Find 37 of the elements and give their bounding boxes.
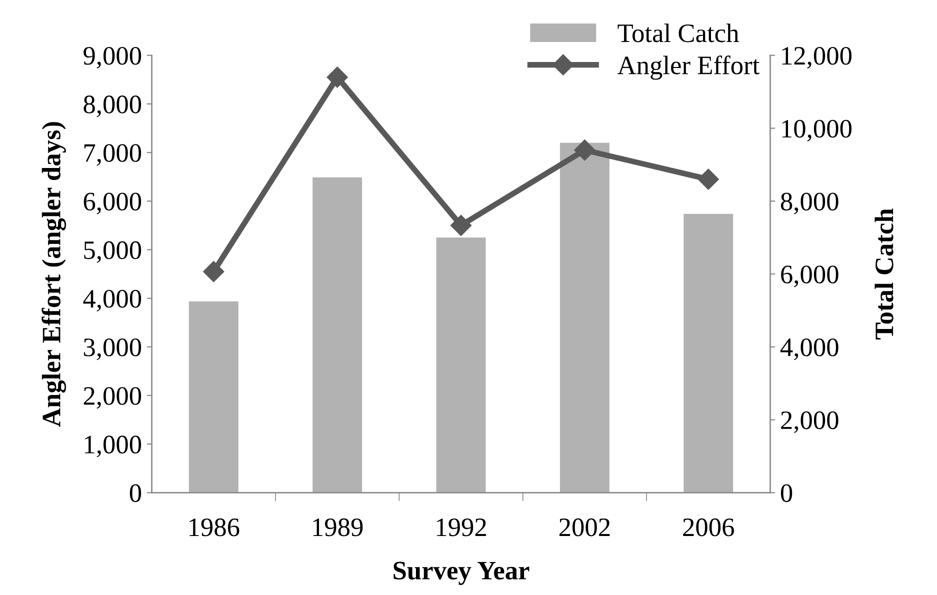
y-tick-label: 8,000: [84, 96, 142, 118]
y-tick-label: 9,000: [84, 46, 142, 69]
y2-tick-label: 6,000: [781, 266, 838, 288]
y-tick-label: 7,000: [84, 144, 142, 166]
point: [698, 168, 719, 190]
y-axis-title: Angler Effort (angler days): [42, 122, 66, 427]
y2-tick-label: 0: [780, 484, 792, 502]
legend-label: Total Catch: [618, 24, 739, 42]
point: [450, 214, 472, 236]
bar: [312, 177, 362, 493]
y2-tick-label: 10,000: [782, 120, 852, 142]
y2-tick-label: 2,000: [781, 411, 838, 433]
y-tick-label: 4,000: [83, 290, 142, 312]
point: [574, 140, 596, 161]
y2-tick-label: 8,000: [780, 192, 838, 214]
y2-tick-label: 12,000: [782, 46, 852, 69]
x-tick-label: 1989: [313, 518, 363, 536]
y-tick-label: 3,000: [84, 338, 142, 360]
x-axis-title: Survey Year: [394, 562, 530, 585]
bar: [684, 214, 734, 493]
x-tick-label: 2002: [559, 518, 610, 536]
point: [326, 66, 348, 88]
x-tick-label: 1986: [190, 518, 240, 536]
bar: [188, 301, 238, 493]
x-tick-label: 1992: [436, 518, 486, 536]
legend-label: Angler Effort: [618, 55, 760, 80]
y-tick-label: 2,000: [84, 387, 142, 409]
y-tick-label: 0: [130, 484, 142, 502]
y2-tick-label: 4,000: [780, 338, 838, 360]
bar: [560, 142, 610, 493]
bar: [436, 238, 486, 493]
y-tick-label: 1,000: [85, 436, 142, 458]
y-tick-label: 6,000: [84, 192, 142, 214]
x-tick-label: 2006: [683, 518, 734, 536]
y2-axis-title: Total Catch: [874, 208, 894, 340]
y-tick-label: 5,000: [84, 241, 142, 263]
point: [203, 261, 224, 282]
